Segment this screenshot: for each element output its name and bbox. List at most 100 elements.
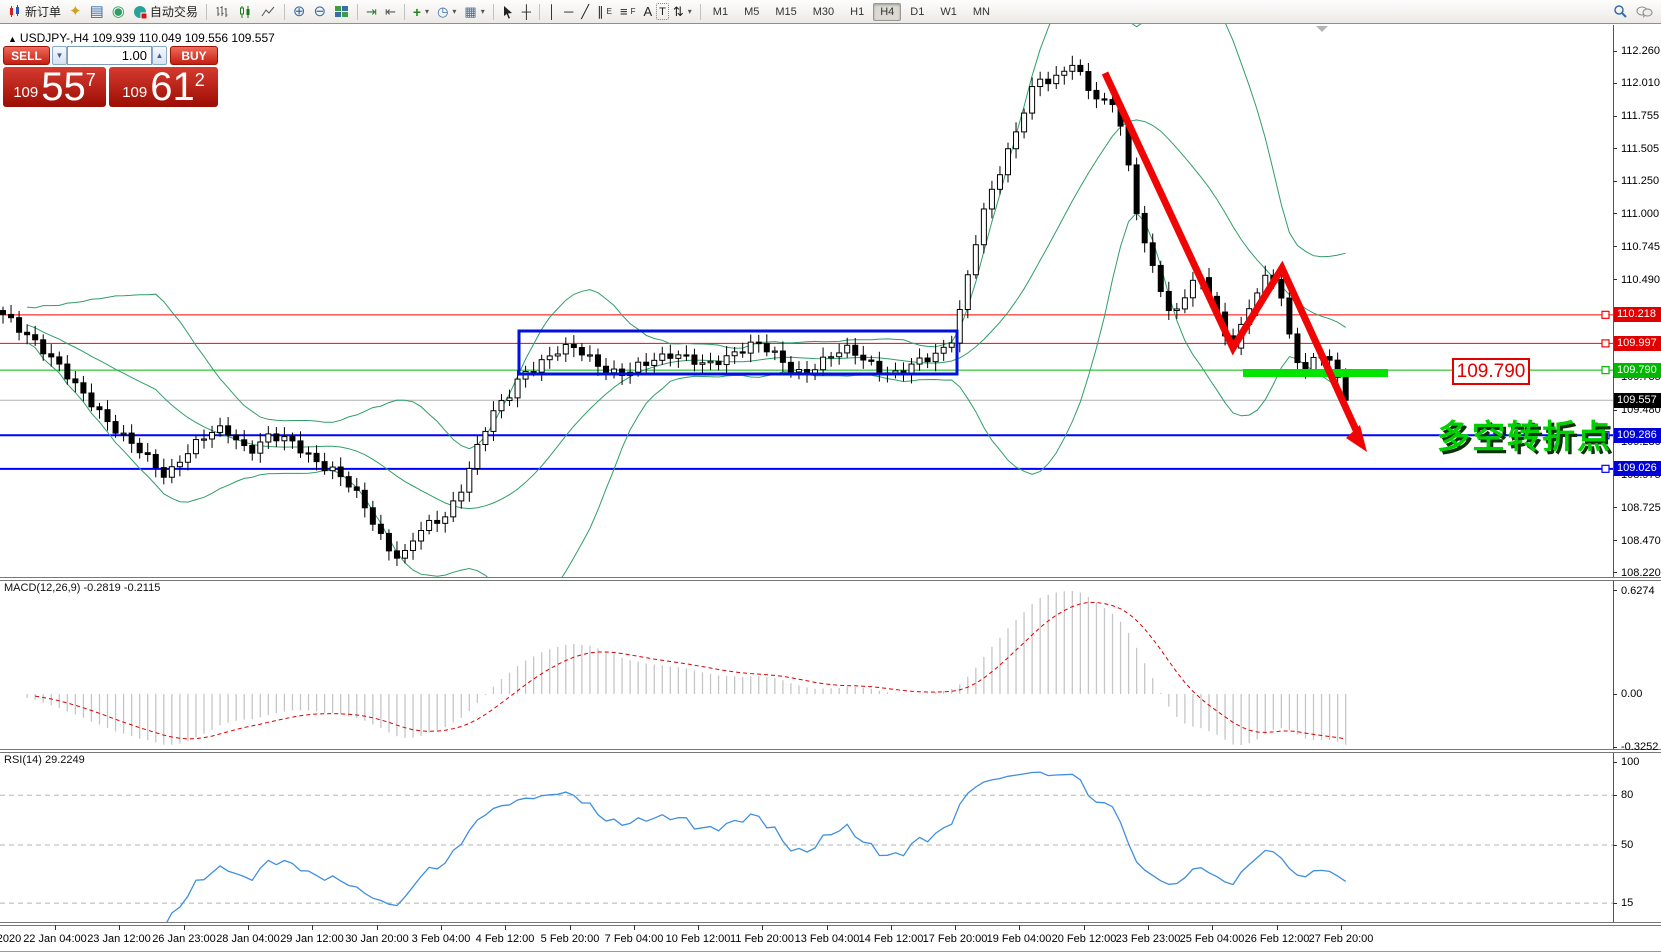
- text-label-button[interactable]: T: [656, 3, 669, 20]
- buy-button[interactable]: BUY: [170, 46, 218, 65]
- metaeditor-icon[interactable]: ▤: [89, 3, 104, 20]
- autotrading-button[interactable]: 自动交易: [129, 2, 202, 22]
- bid-prefix: 109: [13, 84, 39, 101]
- price-chart-pane[interactable]: [0, 24, 1613, 580]
- autotrading-icon: [133, 5, 147, 19]
- autoscroll-button[interactable]: ⇥: [366, 4, 377, 19]
- signals-icon[interactable]: ◉: [111, 3, 125, 20]
- horizontal-line-button[interactable]: ─: [564, 4, 574, 19]
- timeframe-m1[interactable]: M1: [712, 5, 729, 18]
- hline-handle[interactable]: [1601, 431, 1610, 440]
- crosshair-button[interactable]: ┼: [521, 4, 531, 19]
- price-tick-mark: [1613, 540, 1617, 542]
- time-tick-mark: [312, 925, 313, 930]
- trend-arrow-head: [1346, 425, 1367, 452]
- time-tick-mark: [1277, 925, 1278, 930]
- rsi-pane[interactable]: [0, 752, 1613, 923]
- periods-button[interactable]: ◷ ▾: [433, 2, 460, 22]
- vertical-line-button[interactable]: │: [547, 4, 557, 19]
- indicators-button[interactable]: + ▾: [409, 2, 433, 22]
- cursor-button[interactable]: [498, 2, 518, 22]
- rsi-tick-mark: [1613, 761, 1617, 763]
- timeframe-d1[interactable]: D1: [910, 5, 925, 18]
- time-tick-mark: [55, 925, 56, 930]
- arrow-tools-button[interactable]: ⇅ ▾: [669, 2, 696, 22]
- zoom-out-button[interactable]: ⊖: [313, 3, 327, 20]
- pane-separator[interactable]: [0, 577, 1661, 581]
- tile-windows-icon: [335, 5, 349, 17]
- volume-input[interactable]: [67, 46, 152, 65]
- wand-icon[interactable]: ✦: [69, 3, 82, 20]
- price-tick-label: 108.220: [1621, 566, 1661, 579]
- macd-tick-mark: [1613, 590, 1617, 592]
- text-button[interactable]: A: [643, 4, 653, 19]
- time-tick-label: 11 Feb 20:00: [729, 933, 795, 945]
- support-segment[interactable]: [1243, 369, 1388, 377]
- time-tick-mark: [698, 925, 699, 930]
- timeframe-m30[interactable]: M30: [812, 5, 835, 18]
- equidistant-channel-button[interactable]: ∥ E: [593, 2, 616, 22]
- hline-handle[interactable]: [1601, 310, 1610, 319]
- trend-note-text[interactable]: 多空转折点: [1437, 418, 1612, 455]
- price-badge: 110.218: [1614, 307, 1661, 323]
- timeframe-h1[interactable]: H1: [850, 5, 865, 18]
- time-tick-label: 22 Jan 04:00: [23, 933, 87, 945]
- chart-shift-marker[interactable]: [1316, 26, 1328, 32]
- timeframe-w1[interactable]: W1: [940, 5, 957, 18]
- trend-arrow[interactable]: [1101, 71, 1360, 432]
- time-tick-mark: [441, 925, 442, 930]
- time-tick-label: 5 Feb 20:00: [540, 933, 600, 945]
- chat-button[interactable]: [1632, 2, 1657, 22]
- time-tick-mark: [1084, 925, 1085, 930]
- fibonacci-button[interactable]: ≡ F: [616, 2, 639, 22]
- tile-windows-button[interactable]: [330, 2, 353, 22]
- bar-chart-button[interactable]: [211, 2, 234, 22]
- toolbar: 新订单 ✦ ▤ ◉ 自动交易 ⊕ ⊖ ⇥ ⇤ + ▾ ◷ ▾ ▦ ▾ ┼ │ ─ ╱ …: [0, 0, 1661, 24]
- macd-tick-label: 0.6274: [1621, 584, 1655, 597]
- ask-price-box[interactable]: 109 61 2: [109, 67, 218, 107]
- chat-icon: [1636, 6, 1653, 18]
- consolidation-box[interactable]: [517, 329, 959, 376]
- toolbar-separator: [357, 3, 359, 20]
- timeframe-mn[interactable]: MN: [972, 5, 990, 18]
- volume-increase-button[interactable]: ▲: [152, 46, 167, 65]
- bid-price-box[interactable]: 109 55 7: [3, 67, 106, 107]
- hline-handle[interactable]: [1601, 366, 1610, 375]
- rsi-tick-label: 15: [1621, 897, 1634, 910]
- price-tick-mark: [1613, 82, 1617, 84]
- price-tick-label: 112.010: [1621, 77, 1660, 90]
- price-tick-mark: [1613, 115, 1617, 117]
- price-badge: 109.557: [1614, 392, 1661, 408]
- price-callout-box[interactable]: 109.790: [1452, 358, 1530, 385]
- pane-separator[interactable]: [0, 749, 1661, 753]
- hline-handle[interactable]: [1601, 339, 1610, 348]
- volume-decrease-button[interactable]: ▼: [52, 46, 67, 65]
- time-tick-mark: [184, 925, 185, 930]
- hline-handle[interactable]: [1601, 464, 1610, 473]
- timeframe-h4[interactable]: H4: [873, 2, 902, 21]
- dropdown-arrow-icon: ▾: [480, 7, 485, 16]
- macd-tick-mark: [1613, 693, 1617, 695]
- time-tick-mark: [1212, 925, 1213, 930]
- line-chart-button[interactable]: [257, 2, 280, 22]
- pane-separator[interactable]: [0, 922, 1661, 926]
- dropdown-arrow-icon: ▾: [452, 7, 457, 16]
- ohlc-readout: 109.939 110.049 109.556 109.557: [92, 31, 275, 45]
- time-tick-label: 7 Feb 04:00: [604, 933, 664, 945]
- new-order-button[interactable]: 新订单: [4, 2, 65, 22]
- rsi-line: [165, 771, 1347, 923]
- chart-shift-button[interactable]: ⇤: [384, 4, 396, 19]
- zoom-in-button[interactable]: ⊕: [292, 3, 306, 20]
- trendline-button[interactable]: ╱: [581, 4, 590, 19]
- price-tick-mark: [1613, 572, 1617, 574]
- price-tick-mark: [1613, 409, 1617, 411]
- candlestick-chart-button[interactable]: [234, 2, 257, 22]
- search-button[interactable]: [1609, 2, 1632, 22]
- templates-button[interactable]: ▦ ▾: [460, 2, 488, 22]
- sell-button[interactable]: SELL: [3, 46, 50, 65]
- timeframe-m15[interactable]: M15: [775, 5, 797, 18]
- timeframe-m5[interactable]: M5: [744, 5, 760, 18]
- macd-pane[interactable]: [0, 580, 1613, 750]
- price-badge: 109.997: [1614, 335, 1661, 351]
